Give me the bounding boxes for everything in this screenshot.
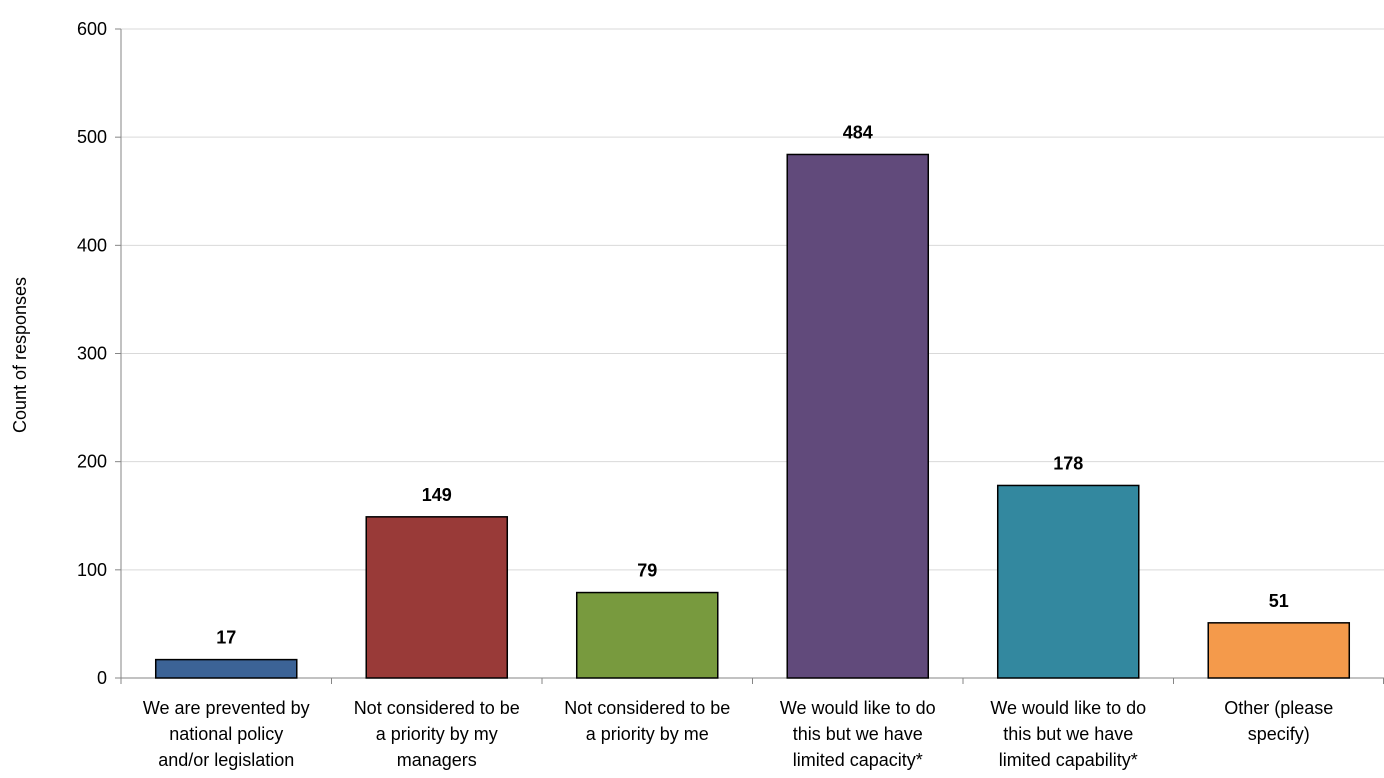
y-axis-title: Count of responses [10, 277, 30, 433]
bar [786, 153, 930, 679]
y-tick-label: 400 [77, 235, 107, 255]
y-tick-label: 200 [77, 452, 107, 472]
category-label: national policy [169, 724, 283, 744]
x-axis [120, 677, 1384, 684]
y-tick-label: 600 [77, 19, 107, 39]
y-tick-label: 100 [77, 560, 107, 580]
bars [154, 153, 1351, 679]
bar [154, 658, 298, 679]
y-tick-label: 300 [77, 344, 107, 364]
category-label: limited capability* [999, 750, 1138, 770]
category-label: We would like to do [780, 698, 936, 718]
category-label: We are prevented by [143, 698, 310, 718]
data-label: 17 [216, 628, 236, 648]
category-labels: We are prevented by national policy and/or… [143, 698, 1333, 770]
data-label: 79 [637, 561, 657, 581]
category-label: a priority by me [586, 724, 709, 744]
category-label: specify) [1248, 724, 1310, 744]
category-label: We would like to do [990, 698, 1146, 718]
bar [1207, 622, 1351, 679]
category-label: managers [397, 750, 477, 770]
gridlines [121, 28, 1384, 571]
category-label: a priority by my [376, 724, 498, 744]
category-label: Not considered to be [354, 698, 520, 718]
data-label: 51 [1269, 591, 1289, 611]
data-label: 484 [843, 122, 873, 142]
data-label: 149 [422, 485, 452, 505]
bar [575, 591, 719, 679]
y-tick-label: 500 [77, 127, 107, 147]
y-tick-label: 0 [97, 668, 107, 688]
data-label: 178 [1053, 453, 1083, 473]
category-label: limited capacity* [793, 750, 923, 770]
bar [365, 516, 509, 679]
category-label: Other (please [1224, 698, 1333, 718]
data-labels: 17 149 79 484 178 51 [216, 122, 1289, 647]
category-label: and/or legislation [158, 750, 294, 770]
category-label: this but we have [1003, 724, 1133, 744]
y-axis: 0 100 200 300 400 500 600 [77, 19, 122, 688]
category-label: Not considered to be [564, 698, 730, 718]
bar [996, 484, 1140, 679]
category-label: this but we have [793, 724, 923, 744]
